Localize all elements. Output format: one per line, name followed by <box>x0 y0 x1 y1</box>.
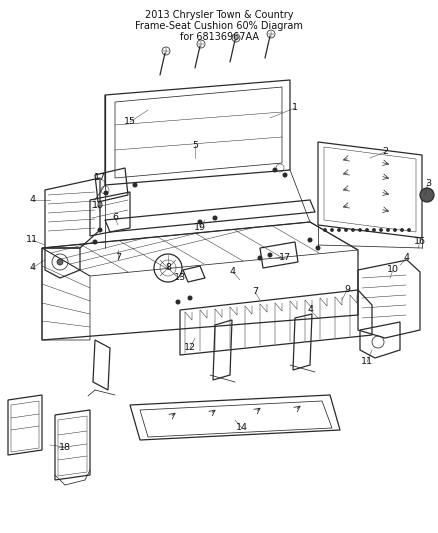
Circle shape <box>338 229 340 231</box>
Circle shape <box>104 191 108 195</box>
Circle shape <box>359 229 361 231</box>
Circle shape <box>308 238 312 242</box>
Text: 15: 15 <box>124 117 136 126</box>
Text: 19: 19 <box>194 223 206 232</box>
Text: 4: 4 <box>230 268 236 277</box>
Circle shape <box>401 229 403 231</box>
Circle shape <box>273 168 277 172</box>
Circle shape <box>258 256 262 260</box>
Circle shape <box>268 253 272 257</box>
Text: Frame-Seat Cushion 60% Diagram: Frame-Seat Cushion 60% Diagram <box>135 21 303 31</box>
Text: 5: 5 <box>192 141 198 149</box>
Circle shape <box>387 229 389 231</box>
Text: 14: 14 <box>236 424 248 432</box>
Text: 1: 1 <box>292 103 298 112</box>
Text: 4: 4 <box>29 196 35 205</box>
Text: 6: 6 <box>112 214 118 222</box>
Text: 2: 2 <box>382 148 388 157</box>
Circle shape <box>373 229 375 231</box>
Circle shape <box>283 173 287 177</box>
Circle shape <box>324 229 326 231</box>
Circle shape <box>352 229 354 231</box>
Text: 10: 10 <box>387 265 399 274</box>
Circle shape <box>198 220 202 224</box>
Text: 7: 7 <box>252 287 258 296</box>
Text: 4: 4 <box>404 254 410 262</box>
Text: 11: 11 <box>26 236 38 245</box>
Text: 3: 3 <box>425 179 431 188</box>
Text: 10: 10 <box>92 200 104 209</box>
Circle shape <box>408 229 410 231</box>
Circle shape <box>380 229 382 231</box>
Text: for 68136967AA: for 68136967AA <box>180 32 258 42</box>
Circle shape <box>98 228 102 232</box>
Text: 17: 17 <box>94 174 106 182</box>
Circle shape <box>213 216 217 220</box>
Text: 12: 12 <box>184 343 196 352</box>
Text: 4: 4 <box>29 263 35 272</box>
Text: 8: 8 <box>165 263 171 272</box>
Text: 11: 11 <box>361 358 373 367</box>
Circle shape <box>133 183 137 187</box>
Text: 17: 17 <box>279 254 291 262</box>
Circle shape <box>420 188 434 202</box>
Circle shape <box>331 229 333 231</box>
Text: 4: 4 <box>307 305 313 314</box>
Text: 2013 Chrysler Town & Country: 2013 Chrysler Town & Country <box>145 10 293 20</box>
Circle shape <box>188 296 192 300</box>
Circle shape <box>176 300 180 304</box>
Text: 16: 16 <box>414 238 426 246</box>
Circle shape <box>345 229 347 231</box>
Text: 7: 7 <box>115 254 121 262</box>
Circle shape <box>316 246 320 250</box>
Circle shape <box>394 229 396 231</box>
Text: 18: 18 <box>59 442 71 451</box>
Text: 13: 13 <box>174 273 186 282</box>
Text: 9: 9 <box>344 286 350 295</box>
Circle shape <box>93 240 97 244</box>
Circle shape <box>366 229 368 231</box>
Circle shape <box>57 259 63 265</box>
